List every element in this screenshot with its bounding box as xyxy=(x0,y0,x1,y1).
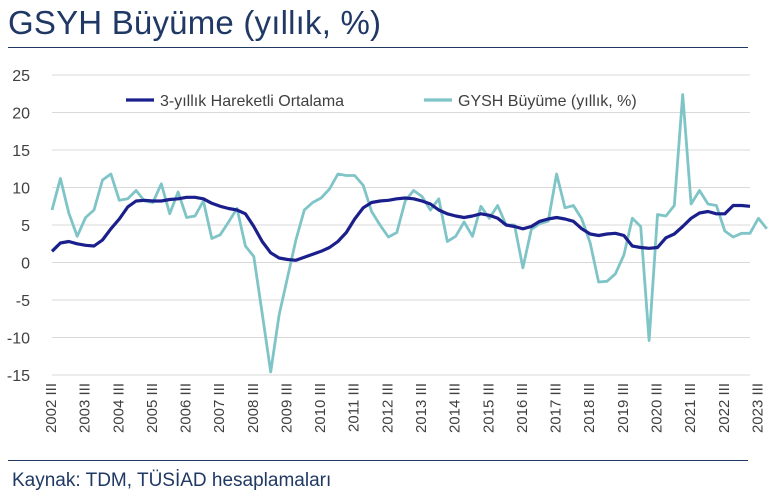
source-note: Kaynak: TDM, TÜSİAD hesaplamaları xyxy=(12,470,332,491)
x-tick-label: 2005 III xyxy=(144,383,161,433)
legend-label: 3-yıllık Hareketli Ortalama xyxy=(160,93,344,110)
gridlines xyxy=(52,74,750,376)
x-axis-ticks: 2002 III 2003 III 2004 III 2005 III 2006 III… xyxy=(43,383,766,433)
x-tick-label: 2018 III xyxy=(581,383,598,433)
legend: 3-yıllık Hareketli Ortalama GYSH Büyüme (… xyxy=(126,93,637,110)
x-tick-label: 2006 III xyxy=(178,383,195,433)
y-axis-ticks: 25 20 15 10 5 0 -5 -10 -15 xyxy=(7,68,30,385)
chart-title: GSYH Büyüme (yıllık, %) xyxy=(8,4,382,41)
x-tick-label: 2020 III xyxy=(648,383,665,433)
series-line-moving-average xyxy=(50,195,751,262)
x-tick-label: 2008 III xyxy=(245,383,262,433)
x-tick-label: 2015 III xyxy=(480,383,497,433)
x-tick-label: 2014 III xyxy=(447,383,464,433)
y-tick-label: -15 xyxy=(7,368,30,385)
x-tick-label: 2023 III xyxy=(749,383,766,433)
x-tick-label: 2013 III xyxy=(413,383,430,433)
x-tick-label: 2010 III xyxy=(312,383,329,433)
x-tick-label: 2011 III xyxy=(346,383,363,432)
line-chart: 25 20 15 10 5 0 -5 -10 -15 2002 III 2003 III 2004 … xyxy=(7,68,768,433)
y-tick-label: 5 xyxy=(21,218,30,235)
y-tick-label: -10 xyxy=(7,331,30,348)
x-tick-label: 2017 III xyxy=(548,383,565,433)
x-tick-label: 2021 III xyxy=(682,383,699,433)
source-divider xyxy=(8,460,748,461)
x-tick-label: 2002 III xyxy=(43,383,60,433)
x-tick-label: 2004 III xyxy=(110,383,127,433)
y-tick-label: 10 xyxy=(12,181,30,198)
title-divider xyxy=(8,47,748,48)
series-line-gdp-growth xyxy=(50,93,768,374)
x-tick-label: 2003 III xyxy=(77,383,94,433)
x-tick-label: 2019 III xyxy=(615,383,632,433)
x-tick-label: 2012 III xyxy=(379,383,396,433)
series-lines xyxy=(50,93,768,374)
y-tick-label: 20 xyxy=(12,106,30,123)
legend-label: GYSH Büyüme (yıllık, %) xyxy=(458,93,637,110)
x-tick-label: 2016 III xyxy=(514,383,531,433)
y-tick-label: 25 xyxy=(12,68,30,85)
x-tick-label: 2009 III xyxy=(278,383,295,433)
y-tick-label: 15 xyxy=(12,143,30,160)
x-tick-label: 2022 III xyxy=(716,383,733,433)
y-tick-label: -5 xyxy=(16,293,30,310)
x-tick-label: 2007 III xyxy=(211,383,228,433)
y-tick-label: 0 xyxy=(21,256,30,273)
